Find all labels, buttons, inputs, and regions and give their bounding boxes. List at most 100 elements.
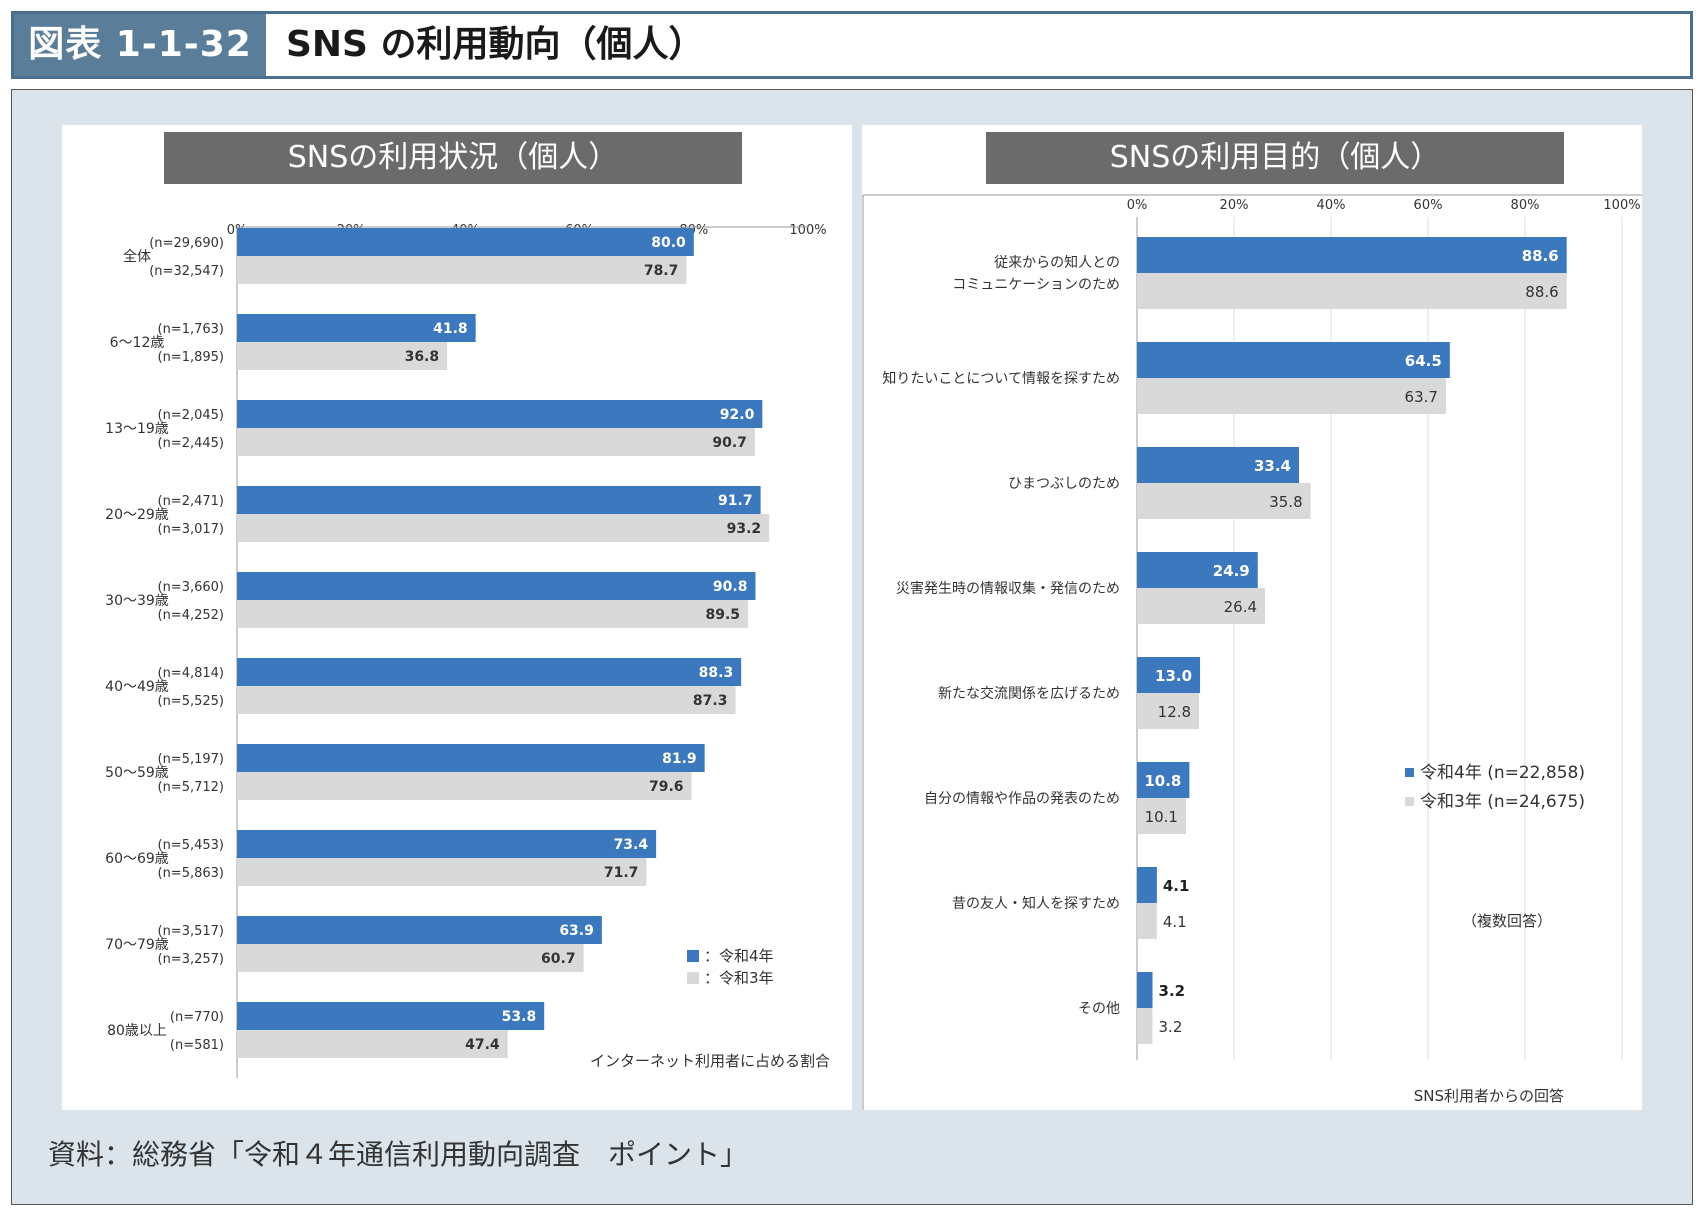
data-label-r4: 63.9 xyxy=(559,923,594,939)
data-label-r4: 13.0 xyxy=(1155,667,1192,685)
bar-r4 xyxy=(1137,237,1567,273)
data-label-r3: 35.8 xyxy=(1269,493,1302,511)
x-tick-label: 0% xyxy=(1127,198,1148,213)
x-tick-label: 60% xyxy=(1414,198,1443,213)
x-tick-label: 20% xyxy=(1220,198,1249,213)
category-label: 自分の情報や作品の発表のため xyxy=(924,791,1120,807)
data-label-r4: 3.2 xyxy=(1159,982,1186,1000)
bar-r4 xyxy=(237,1002,545,1030)
sample-size-r3: (n=5,525) xyxy=(158,694,225,709)
sample-size-r4: (n=3,660) xyxy=(158,580,225,595)
data-label-r3: 71.7 xyxy=(604,865,639,881)
category-label: 知りたいことについて情報を探すため xyxy=(882,370,1120,387)
bar-r3 xyxy=(237,858,647,886)
data-label-r4: 92.0 xyxy=(720,407,755,423)
category-label: 13～19歳 xyxy=(105,421,169,437)
bar-r4 xyxy=(1137,867,1157,903)
bar-r3 xyxy=(1137,483,1311,519)
bar-r3 xyxy=(237,686,736,714)
bar-r3 xyxy=(237,600,749,628)
bar-r3 xyxy=(237,1030,508,1058)
sample-size-r4: (n=1,763) xyxy=(158,322,225,337)
left-chart-title: SNSの利用状況（個人） xyxy=(164,132,742,184)
data-label-r4: 33.4 xyxy=(1254,457,1291,475)
data-label-r3: 60.7 xyxy=(541,951,576,967)
bar-r3 xyxy=(237,428,755,456)
multiple-answer-note: （複数回答） xyxy=(1462,912,1552,930)
data-label-r3: 90.7 xyxy=(712,435,747,451)
sample-size-r3: (n=32,547) xyxy=(149,264,224,279)
data-label-r4: 88.6 xyxy=(1522,247,1559,265)
category-label: ひまつぶしのため xyxy=(1008,476,1120,492)
category-label: 災害発生時の情報収集・発信のため xyxy=(896,580,1120,597)
legend-label-r3: ：令和3年 xyxy=(704,969,774,987)
bar-r3 xyxy=(1137,378,1446,414)
bar-r3 xyxy=(1137,693,1200,729)
data-label-r3: 93.2 xyxy=(727,521,762,537)
bar-r4 xyxy=(1137,972,1153,1008)
chart-note: SNS利用者からの回答 xyxy=(1414,1087,1564,1105)
legend-label-r4: 令和4年 (n=22,858) xyxy=(1420,763,1585,783)
data-label-r3: 12.8 xyxy=(1158,703,1191,721)
data-label-r3: 88.6 xyxy=(1525,283,1558,301)
sample-size-r4: (n=3,517) xyxy=(158,924,225,939)
sample-size-r3: (n=5,712) xyxy=(158,780,225,795)
figure-number: 図表 1-1-32 xyxy=(14,14,266,76)
bar-r4 xyxy=(237,314,476,342)
sample-size-r3: (n=5,863) xyxy=(158,866,225,881)
bar-r4 xyxy=(237,228,694,256)
data-label-r4: 4.1 xyxy=(1163,877,1190,895)
bar-r3 xyxy=(237,944,584,972)
category-label: 従来からの知人との xyxy=(994,254,1120,271)
right-chart-title: SNSの利用目的（個人） xyxy=(986,132,1564,184)
data-label-r4: 73.4 xyxy=(614,837,649,853)
data-label-r4: 81.9 xyxy=(662,751,697,767)
sample-size-r3: (n=3,017) xyxy=(158,522,225,537)
bar-r4 xyxy=(1137,342,1450,378)
sample-size-r3: (n=2,445) xyxy=(158,436,225,451)
bar-r4 xyxy=(1137,447,1299,483)
left-chart: 0%20%40%60%80%100%80.078.7(n=29,690)(n=3… xyxy=(105,223,830,1078)
figure-title: SNS の利用動向（個人） xyxy=(286,24,705,65)
category-label: コミュニケーションのため xyxy=(952,277,1120,293)
sample-size-r4: (n=770) xyxy=(170,1010,224,1025)
bar-r4 xyxy=(237,830,657,858)
data-label-r3: 3.2 xyxy=(1159,1018,1183,1036)
data-label-r3: 89.5 xyxy=(705,607,740,623)
category-label: 新たな交流関係を広げるため xyxy=(938,685,1120,702)
category-label: 60～69歳 xyxy=(105,851,169,867)
bar-r3 xyxy=(1137,588,1266,624)
data-label-r3: 26.4 xyxy=(1224,598,1257,616)
source-note: 資料：総務省「令和４年通信利用動向調査 ポイント」 xyxy=(48,1138,749,1171)
x-tick-label: 40% xyxy=(1317,198,1346,213)
data-label-r3: 4.1 xyxy=(1163,913,1187,931)
category-label: 70～79歳 xyxy=(105,937,169,953)
figure-header: 図表 1-1-32 SNS の利用動向（個人） xyxy=(11,11,1693,79)
sample-size-r4: (n=2,045) xyxy=(158,408,225,423)
sample-size-r4: (n=29,690) xyxy=(149,236,224,251)
bar-r4 xyxy=(1137,552,1258,588)
sample-size-r3: (n=581) xyxy=(170,1038,224,1053)
sample-size-r3: (n=4,252) xyxy=(158,608,225,623)
category-label: 40～49歳 xyxy=(105,679,169,695)
category-label: 50～59歳 xyxy=(105,765,169,781)
bar-r4 xyxy=(237,400,763,428)
sample-size-r3: (n=3,257) xyxy=(158,952,225,967)
chart-note: インターネット利用者に占める割合 xyxy=(590,1052,830,1070)
category-label: 6～12歳 xyxy=(110,335,165,351)
sample-size-r4: (n=5,453) xyxy=(158,838,225,853)
data-label-r3: 79.6 xyxy=(649,779,684,795)
x-tick-label: 100% xyxy=(789,223,826,238)
bar-r4 xyxy=(237,658,742,686)
data-label-r4: 91.7 xyxy=(718,493,753,509)
category-label: 全体 xyxy=(123,248,151,265)
data-label-r4: 80.0 xyxy=(651,235,686,251)
data-label-r3: 36.8 xyxy=(405,349,440,365)
bar-r4 xyxy=(237,486,761,514)
bar-r3 xyxy=(1137,903,1157,939)
bar-r3 xyxy=(1137,273,1567,309)
x-tick-label: 100% xyxy=(1603,198,1640,213)
data-label-r3: 87.3 xyxy=(693,693,728,709)
bar-r4 xyxy=(1137,657,1201,693)
data-label-r4: 90.8 xyxy=(713,579,748,595)
